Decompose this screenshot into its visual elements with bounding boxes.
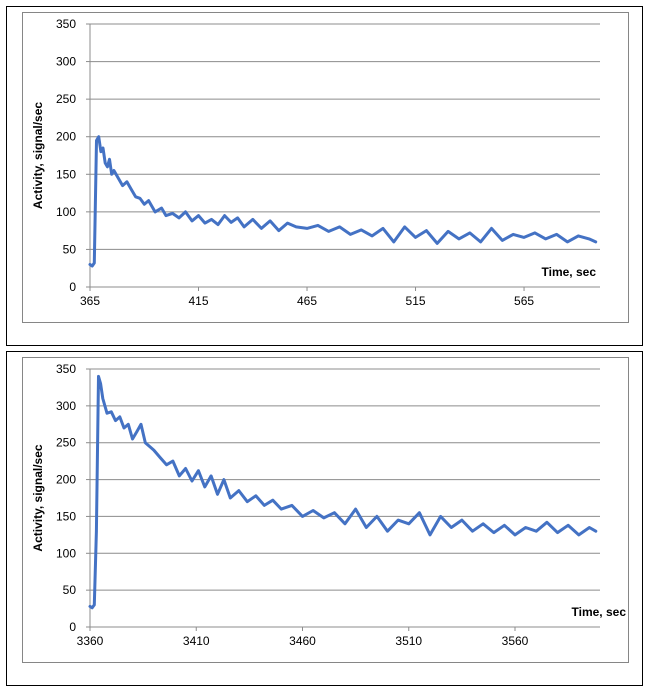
y-tick-label: 300 (56, 399, 76, 413)
x-tick-label: 3560 (502, 634, 529, 648)
chart-2: 0 50 100 150 200 250 300 350 3360 3410 3460 3510 356… (31, 362, 626, 648)
y-axis-title: Activity, signal/sec (31, 102, 45, 209)
x-tick-label: 3360 (77, 634, 104, 648)
panel-1-border (6, 6, 643, 346)
x-axis-title: Time, sec (542, 265, 597, 279)
chart-1: 0 50 100 150 200 250 300 350 365 415 465 515 565 Time… (31, 17, 600, 308)
x-axis-title: Time, sec (572, 605, 627, 619)
x-tick-label: 465 (297, 294, 317, 308)
y-tick-label: 0 (69, 620, 76, 634)
y-axis-title: Activity, signal/sec (31, 444, 45, 551)
y-tick-label: 200 (56, 130, 76, 144)
y-tick-label: 350 (56, 362, 76, 376)
series-line-0 (88, 135, 598, 268)
y-tick-label: 50 (63, 242, 77, 256)
chart-2-area (22, 357, 629, 663)
y-tick-label: 350 (56, 17, 76, 31)
y-tick-label: 0 (69, 280, 76, 294)
x-tick-label: 3460 (289, 634, 316, 648)
x-tick-label: 3410 (183, 634, 210, 648)
y-tick-label: 50 (63, 583, 77, 597)
y-tick-label: 200 (56, 473, 76, 487)
y-tick-label: 300 (56, 55, 76, 69)
x-tick-label: 3510 (395, 634, 422, 648)
x-tick-label: 415 (188, 294, 208, 308)
y-tick-label: 250 (56, 436, 76, 450)
y-tick-label: 250 (56, 92, 76, 106)
x-tick-label: 515 (406, 294, 426, 308)
y-tick-label: 150 (56, 509, 76, 523)
y-tick-label: 100 (56, 205, 76, 219)
chart-1-area (22, 12, 629, 323)
x-tick-label: 365 (80, 294, 100, 308)
x-tick-label: 565 (514, 294, 534, 308)
y-tick-label: 100 (56, 546, 76, 560)
panel-2-border (6, 351, 643, 686)
series-line-0 (88, 374, 598, 610)
y-tick-label: 150 (56, 167, 76, 181)
